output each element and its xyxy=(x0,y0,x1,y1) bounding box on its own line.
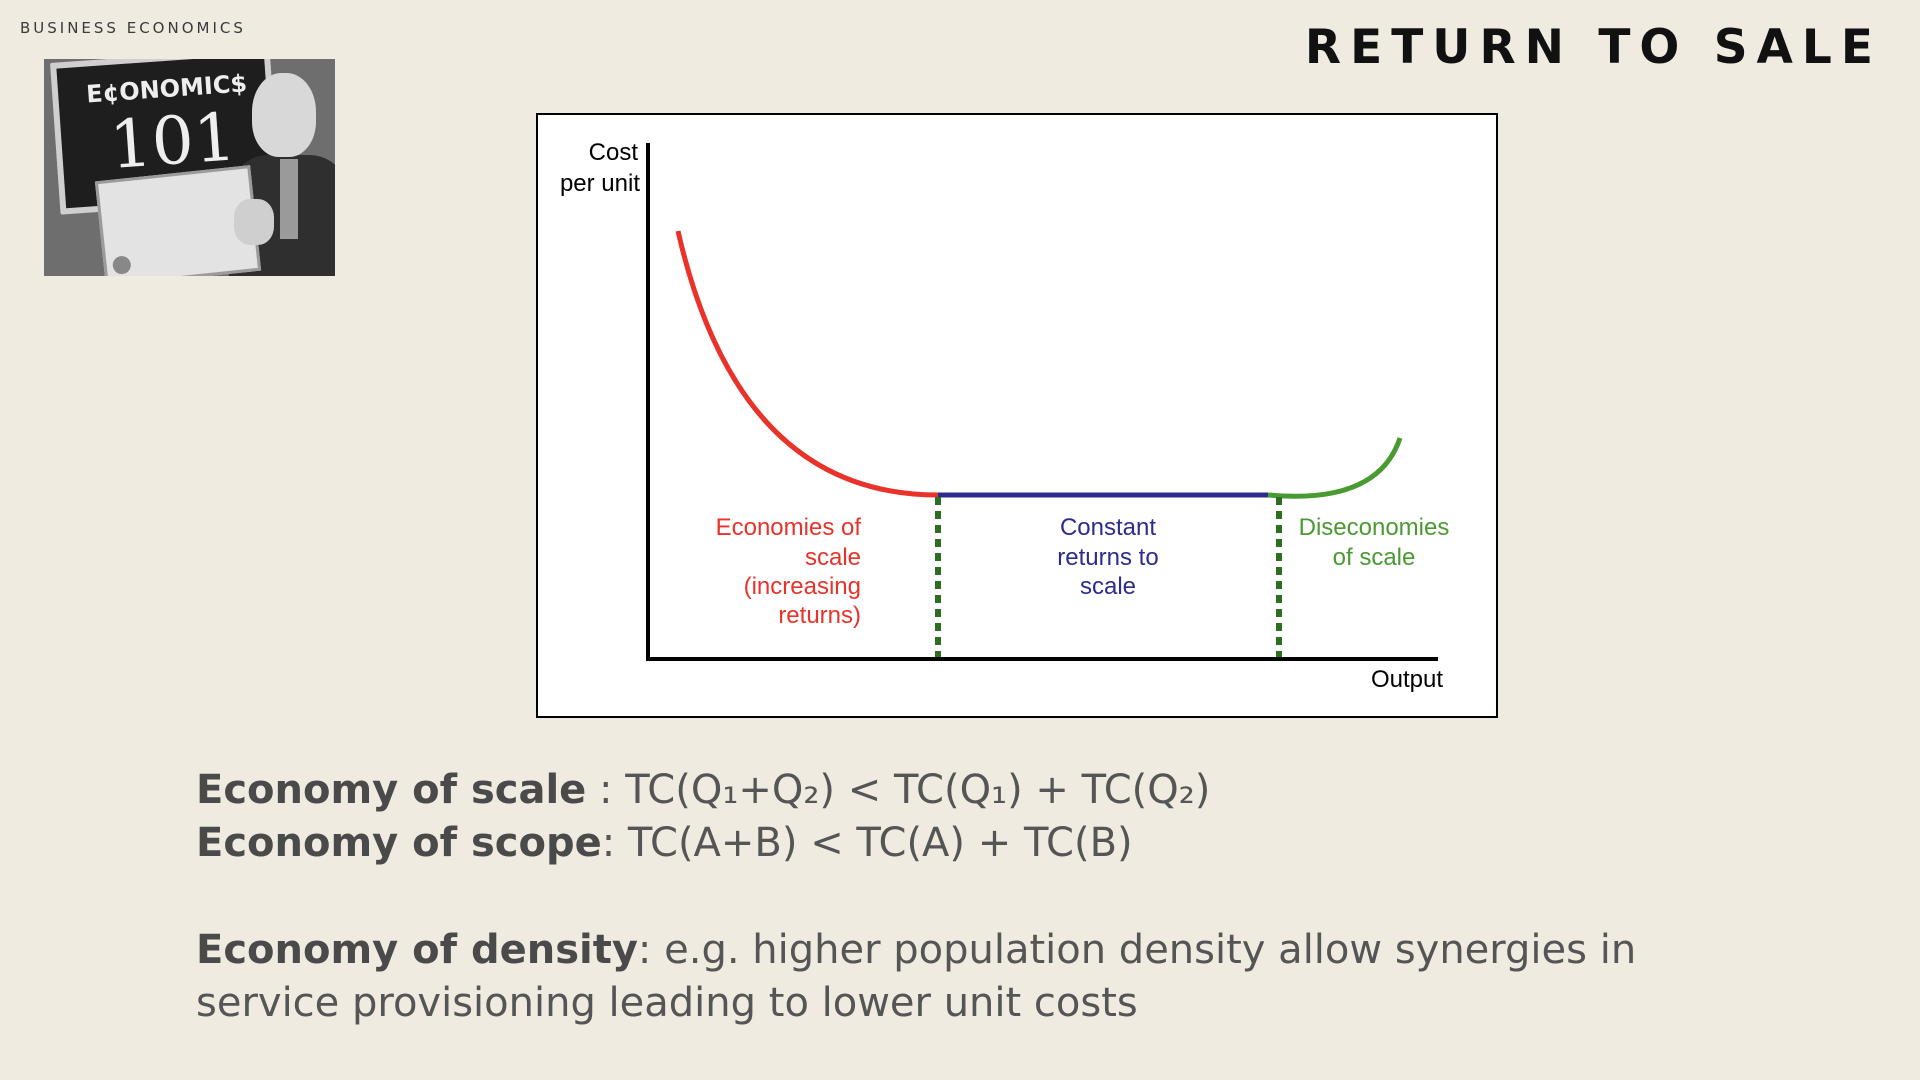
economics-101-photo: E¢ONOMIC$ 101 xyxy=(44,59,335,276)
economy-of-scale-definition: Economy of scale : TC(Q₁+Q₂) < TC(Q₁) + … xyxy=(196,764,1816,817)
economies-label-line4: returns) xyxy=(778,602,861,629)
person-tie xyxy=(280,159,298,239)
economy-of-density-text-line1: : e.g. higher population density allow s… xyxy=(637,927,1637,973)
y-axis-label-line1: Cost xyxy=(589,139,639,166)
constant-label-line1: Constant xyxy=(1060,514,1156,541)
economy-of-density-term: Economy of density xyxy=(196,927,638,973)
economy-of-scope-formula: : TC(A+B) < TC(A) + TC(B) xyxy=(601,820,1133,866)
economies-of-scale-label: Economies of scale (increasing returns) xyxy=(716,514,862,629)
economy-of-scope-definition: Economy of scope: TC(A+B) < TC(A) + TC(B… xyxy=(196,817,1816,870)
returns-to-scale-diagram: Cost per unit Output Economies of scale … xyxy=(536,113,1498,718)
x-axis-label: Output xyxy=(1371,666,1443,693)
economies-label-line3: (increasing xyxy=(744,573,861,600)
constant-returns-label: Constant returns to scale xyxy=(1057,514,1158,600)
slide-title: RETURN TO SALE xyxy=(1304,20,1882,75)
diseconomies-of-scale-label: Diseconomies of scale xyxy=(1299,514,1450,571)
diseconomies-label-line1: Diseconomies xyxy=(1299,514,1450,541)
economy-of-scale-formula: : TC(Q₁+Q₂) < TC(Q₁) + TC(Q₂) xyxy=(586,767,1211,813)
person-head xyxy=(252,73,316,157)
constant-label-line3: scale xyxy=(1080,573,1136,600)
diagram-canvas: Cost per unit Output Economies of scale … xyxy=(560,139,1450,693)
economy-of-density-definition: Economy of density: e.g. higher populati… xyxy=(196,924,1816,977)
diseconomies-label-line2: of scale xyxy=(1333,544,1416,571)
y-axis-label-line2: per unit xyxy=(560,170,640,197)
economies-of-scale-curve xyxy=(675,230,939,498)
economy-of-scale-term: Economy of scale xyxy=(196,767,587,813)
certificate-seal-icon xyxy=(111,255,132,275)
section-kicker: BUSINESS ECONOMICS xyxy=(20,19,246,37)
spacer xyxy=(196,870,1816,924)
economy-of-scope-term: Economy of scope xyxy=(196,820,602,866)
economies-label-line2: scale xyxy=(805,544,861,571)
economy-of-density-text-line2: service provisioning leading to lower un… xyxy=(196,980,1138,1026)
constant-label-line2: returns to xyxy=(1057,544,1158,571)
economies-label-line1: Economies of xyxy=(716,514,862,541)
definitions-text: Economy of scale : TC(Q₁+Q₂) < TC(Q₁) + … xyxy=(196,764,1816,1030)
diseconomies-of-scale-curve xyxy=(1267,437,1403,499)
person-hand xyxy=(234,199,274,245)
